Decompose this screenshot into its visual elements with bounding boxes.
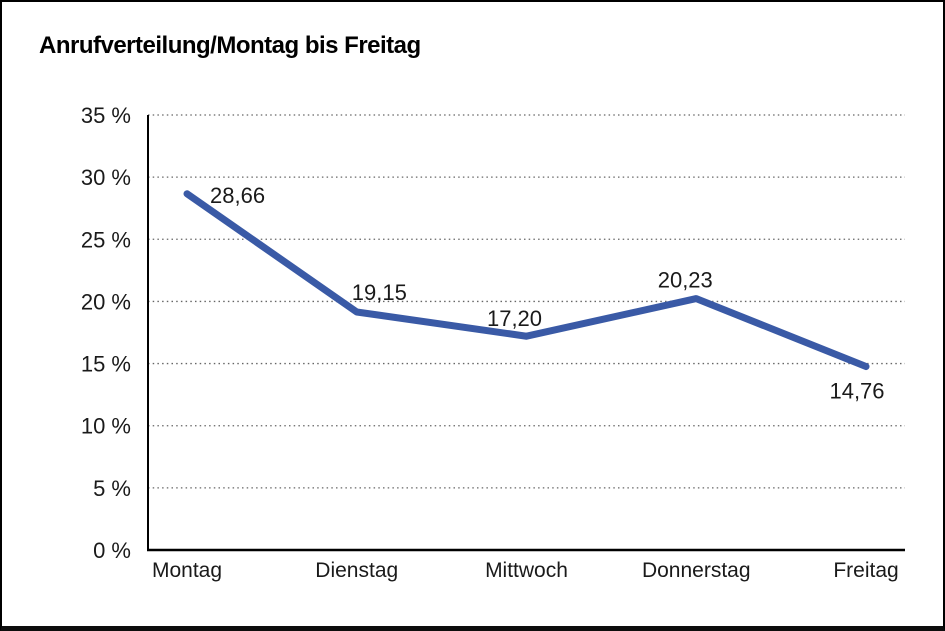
y-tick-label: 5 % (93, 476, 131, 501)
x-tick-label: Montag (152, 559, 222, 582)
y-tick-label: 25 % (81, 227, 131, 252)
x-tick-label: Dienstag (315, 559, 398, 582)
y-tick-label: 10 % (81, 414, 131, 439)
data-point-label: 17,20 (487, 306, 542, 331)
x-tick-label: Mittwoch (485, 559, 568, 582)
data-point-label: 19,15 (352, 280, 407, 305)
data-line (183, 190, 870, 371)
y-tick-label: 15 % (81, 352, 131, 377)
y-tick-label: 20 % (81, 289, 131, 314)
x-tick-label: Donnerstag (642, 559, 751, 582)
data-point-label: 28,66 (210, 183, 265, 208)
chart-title: Anrufverteilung/Montag bis Freitag (39, 32, 421, 59)
x-tick-label: Freitag (833, 559, 898, 582)
data-point-label: 20,23 (658, 268, 713, 293)
y-tick-label: 35 % (81, 103, 131, 128)
y-tick-label: 30 % (81, 165, 131, 190)
y-tick-label: 0 % (93, 538, 131, 563)
data-point-label: 14,76 (829, 379, 884, 404)
